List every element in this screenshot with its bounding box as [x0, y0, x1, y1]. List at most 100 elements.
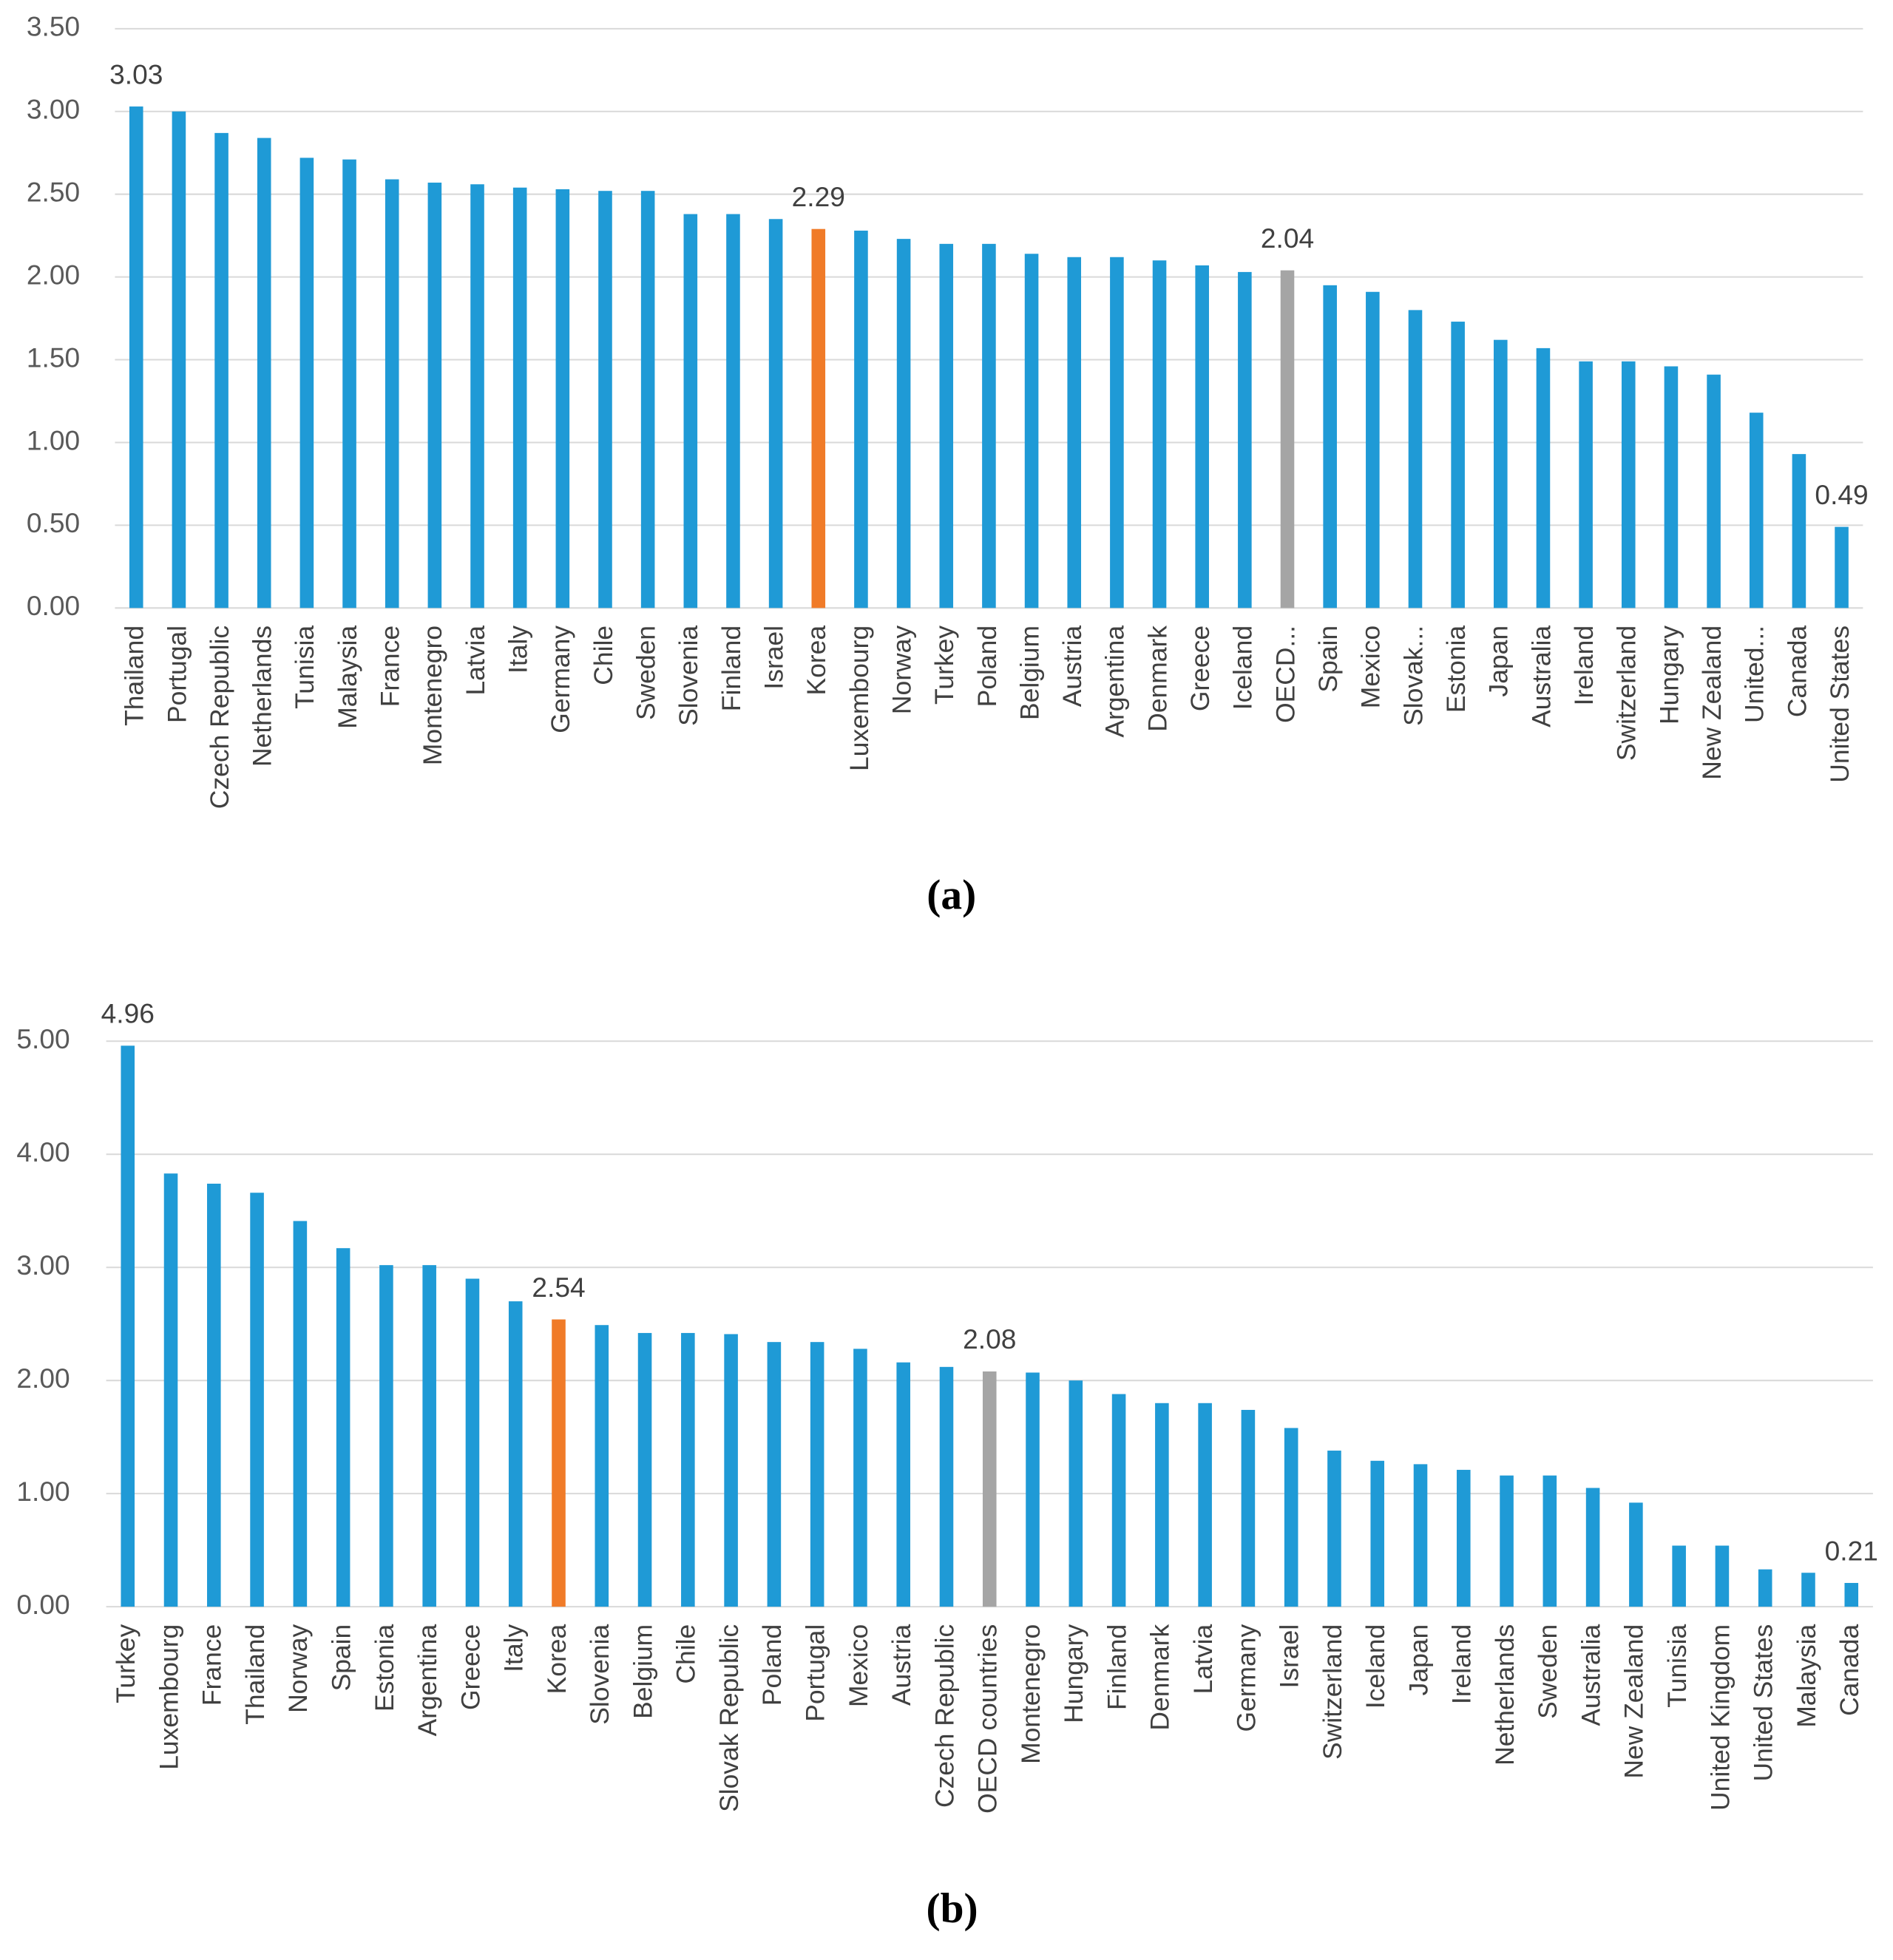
- bar: [896, 1362, 910, 1607]
- bar: [939, 243, 954, 608]
- bar: [342, 159, 356, 608]
- caption: (b): [927, 1885, 978, 1932]
- x-tick-label: United Kingdom: [1705, 1624, 1735, 1811]
- x-tick-label: Luxembourg: [154, 1624, 183, 1770]
- x-tick-label: Finland: [717, 625, 746, 711]
- bar: [726, 214, 740, 608]
- x-tick-label: Germany: [546, 625, 575, 733]
- bar: [163, 1173, 178, 1607]
- x-tick-label: Thailand: [120, 625, 149, 726]
- bar: [1284, 1428, 1298, 1607]
- bar: [1621, 361, 1636, 608]
- x-tick-label: Belgium: [628, 1624, 657, 1719]
- x-tick-label: Austria: [887, 1624, 916, 1706]
- x-tick-label: Tunisia: [1662, 1624, 1692, 1708]
- bar: [1500, 1475, 1514, 1607]
- y-tick-label: 2.00: [27, 259, 80, 290]
- x-tick-label: United States: [1825, 625, 1855, 783]
- x-tick-label: Greece: [456, 1624, 485, 1710]
- x-tick-label: Italy: [499, 1624, 529, 1672]
- bar: [683, 214, 698, 608]
- x-tick-label: Estonia: [1441, 625, 1471, 713]
- bar: [1152, 260, 1167, 608]
- x-tick-label: Ireland: [1447, 1624, 1477, 1704]
- bar: [811, 228, 826, 608]
- x-tick-label: Montenegro: [1016, 1624, 1046, 1764]
- x-tick-label: Chile: [589, 625, 618, 685]
- x-tick-label: Malaysia: [1792, 1624, 1821, 1728]
- x-tick-label: Estonia: [370, 1624, 399, 1711]
- bar: [1579, 361, 1593, 608]
- bar: [1707, 374, 1721, 608]
- x-tick-label: United...: [1740, 625, 1770, 723]
- bar: [1413, 1464, 1428, 1607]
- bar: [508, 1301, 523, 1607]
- data-label: 2.29: [792, 181, 845, 212]
- bar: [1835, 526, 1849, 608]
- x-tick-label: Argentina: [1100, 625, 1130, 738]
- y-tick-label: 4.00: [16, 1136, 70, 1167]
- x-tick-label: Finland: [1102, 1624, 1131, 1710]
- x-tick-label: Canada: [1782, 625, 1812, 717]
- x-tick-label: Malaysia: [333, 625, 362, 729]
- bar: [427, 183, 442, 608]
- x-tick-label: Norway: [887, 625, 916, 714]
- x-tick-label: Israel: [759, 625, 788, 690]
- bar: [465, 1278, 480, 1607]
- bar: [640, 191, 655, 608]
- bar: [299, 157, 314, 608]
- bar: [1198, 1403, 1212, 1607]
- bar: [1749, 413, 1764, 608]
- x-tick-label: New Zealand: [1697, 625, 1727, 780]
- x-tick-label: Sweden: [631, 625, 661, 720]
- bar: [1792, 454, 1806, 608]
- y-tick-label: 1.00: [27, 424, 80, 455]
- x-tick-label: Montenegro: [418, 625, 447, 765]
- bar: [1451, 322, 1465, 608]
- y-tick-label: 0.00: [16, 1589, 70, 1620]
- bar: [207, 1183, 221, 1607]
- x-tick-label: Australia: [1526, 625, 1556, 728]
- caption: (a): [927, 872, 976, 918]
- x-tick-label: Netherlands: [1490, 1624, 1520, 1766]
- bar: [939, 1366, 954, 1607]
- x-tick-label: Greece: [1185, 625, 1215, 711]
- y-tick-label: 3.50: [27, 11, 80, 42]
- bar: [1672, 1545, 1686, 1607]
- bar: [810, 1342, 824, 1607]
- bar: [1155, 1403, 1169, 1607]
- x-tick-label: Spain: [326, 1624, 356, 1692]
- x-tick-label: Netherlands: [248, 625, 277, 767]
- x-tick-label: Hungary: [1059, 1624, 1088, 1723]
- bar: [1241, 1409, 1256, 1607]
- x-tick-label: Latvia: [1188, 1624, 1218, 1695]
- x-tick-label: Czech Republic: [205, 625, 234, 809]
- bar: [982, 1371, 997, 1607]
- bar: [1110, 257, 1124, 608]
- x-tick-label: Slovenia: [674, 625, 703, 726]
- x-tick-label: Japan: [1403, 1624, 1433, 1696]
- bar: [1542, 1475, 1557, 1607]
- bar: [595, 1325, 609, 1607]
- bar: [250, 1193, 264, 1607]
- bar: [1280, 270, 1295, 608]
- x-tick-label: Portugal: [162, 625, 192, 723]
- bar: [1370, 1460, 1385, 1607]
- bar: [422, 1265, 436, 1607]
- x-tick-label: Mexico: [844, 1624, 873, 1707]
- data-label: 3.03: [109, 58, 163, 89]
- y-tick-label: 1.50: [27, 342, 80, 373]
- bar: [1026, 1372, 1040, 1607]
- bar: [336, 1248, 351, 1607]
- bar: [385, 179, 399, 608]
- data-label: 2.54: [532, 1272, 585, 1303]
- bar: [1629, 1502, 1643, 1607]
- y-tick-label: 0.00: [27, 590, 80, 621]
- x-tick-label: Latvia: [461, 625, 490, 696]
- x-tick-label: Slovak Republic: [714, 1624, 744, 1812]
- bar: [896, 239, 911, 608]
- data-label: 0.21: [1825, 1535, 1878, 1566]
- x-tick-label: Iceland: [1361, 1624, 1390, 1709]
- x-tick-label: Canada: [1835, 1624, 1864, 1715]
- bar: [129, 106, 143, 608]
